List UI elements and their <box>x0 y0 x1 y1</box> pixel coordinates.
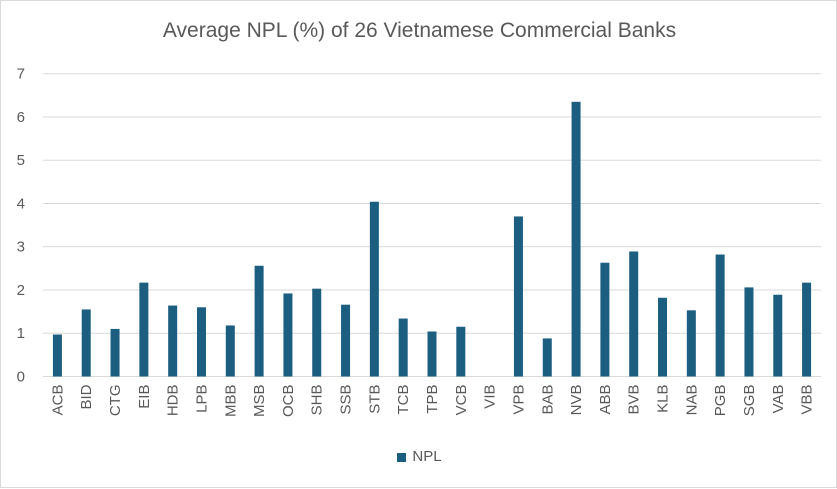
bar-msb <box>254 265 264 377</box>
x-tick-label: ABB <box>597 385 614 415</box>
x-tick-label: ACB <box>49 385 66 416</box>
bar-sgb <box>744 287 754 377</box>
bar-bid <box>81 309 91 377</box>
bar-stb <box>369 201 379 377</box>
x-tick-label: SHB <box>309 385 326 416</box>
y-tick-label: 2 <box>17 282 25 299</box>
y-tick-label: 0 <box>17 369 25 386</box>
x-tick-label: VCB <box>453 385 470 416</box>
bar-ocb <box>283 293 293 377</box>
bar-vpb <box>513 216 523 377</box>
x-tick-label: VPB <box>510 385 527 415</box>
x-tick-label: VIB <box>482 385 499 409</box>
x-tick-label: LPB <box>193 385 210 413</box>
x-tick-label: TPB <box>424 385 441 414</box>
bar-lpb <box>196 307 206 377</box>
x-tick-label: BVB <box>626 385 643 415</box>
bar-bvb <box>629 251 639 377</box>
x-tick-label: BAB <box>539 385 556 415</box>
legend-label: NPL <box>412 448 442 465</box>
bar-pgb <box>715 254 725 377</box>
bar-vbb <box>802 282 812 377</box>
legend: NPL <box>1 448 837 465</box>
x-tick-label: VAB <box>770 385 787 414</box>
x-tick-label: EIB <box>136 385 153 409</box>
y-tick-label: 7 <box>17 66 25 83</box>
x-tick-label: STB <box>366 385 383 414</box>
x-tick-label: CTG <box>107 385 124 417</box>
x-tick-label: OCB <box>280 385 297 418</box>
bar-vcb <box>456 326 466 377</box>
y-tick-label: 5 <box>17 152 25 169</box>
y-tick-label: 1 <box>17 325 25 342</box>
bar-klb <box>658 297 668 377</box>
x-tick-label: TCB <box>395 385 412 415</box>
bar-acb <box>52 334 62 377</box>
bar-shb <box>312 288 322 377</box>
bar-tcb <box>398 318 408 377</box>
x-tick-label: SGB <box>741 385 758 417</box>
x-tick-label: SSB <box>338 385 355 415</box>
x-tick-label: VBB <box>799 385 816 415</box>
bar-eib <box>139 282 149 377</box>
x-tick-label: PGB <box>712 385 729 417</box>
bar-nab <box>686 310 696 377</box>
y-tick-label: 4 <box>17 195 25 212</box>
bar-mbb <box>225 325 235 377</box>
x-tick-label: HDB <box>165 385 182 417</box>
x-tick-label: NVB <box>568 385 585 416</box>
bar-ctg <box>110 328 120 377</box>
bar-ssb <box>341 304 351 377</box>
legend-swatch <box>397 452 407 462</box>
bar-tpb <box>427 331 437 377</box>
x-tick-label: MBB <box>222 385 239 418</box>
bar-abb <box>600 262 610 377</box>
y-tick-label: 6 <box>17 109 25 126</box>
bar-nvb <box>571 101 581 377</box>
x-tick-label: KLB <box>655 385 672 413</box>
bar-bab <box>542 338 552 377</box>
bar-vab <box>773 294 783 377</box>
bar-hdb <box>168 305 178 377</box>
chart-title: Average NPL (%) of 26 Vietnamese Commerc… <box>162 19 677 42</box>
x-tick-label: BID <box>78 384 95 409</box>
x-tick-label: NAB <box>683 385 700 416</box>
x-tick-label: MSB <box>251 385 268 418</box>
y-tick-label: 3 <box>17 239 25 256</box>
